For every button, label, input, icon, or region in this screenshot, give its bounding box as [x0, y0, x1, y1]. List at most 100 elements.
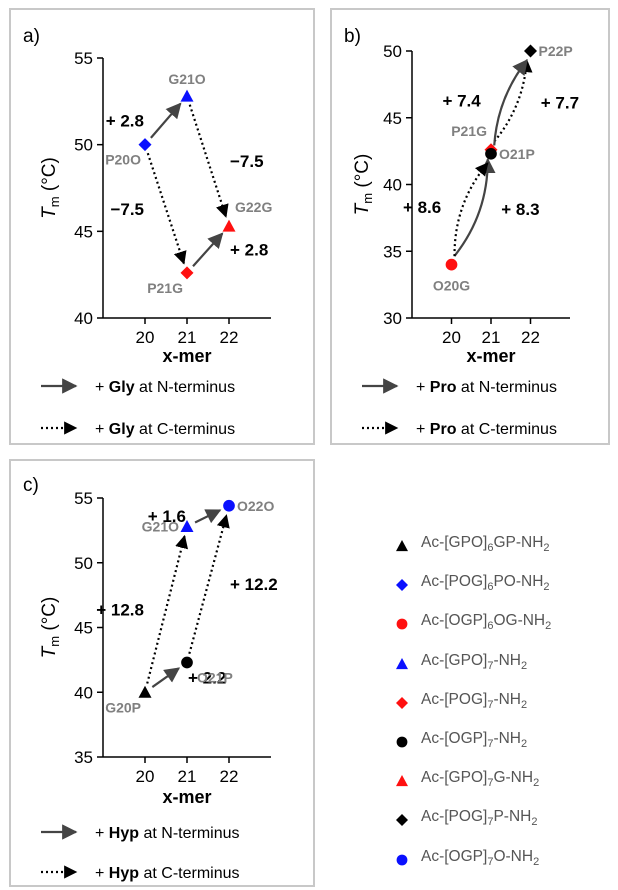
y-tick-label: 50	[74, 554, 93, 573]
chart-a: a) 40 45 50 55 20 21 22 Tm (°C) x-mer + 2.8 + 2.8 −7…	[23, 26, 272, 438]
arrow-solid	[453, 157, 496, 257]
x-tick-label: 22	[521, 328, 540, 347]
panel-a: a) 40 45 50 55 20 21 22 Tm (°C) x-mer + 2.8 + 2.8 −7…	[9, 8, 315, 445]
series-marker-icon	[396, 618, 408, 630]
y-tick-label: 35	[383, 242, 402, 261]
y-tick-label: 40	[74, 309, 93, 328]
data-point	[138, 685, 152, 698]
panel-label: c)	[23, 475, 39, 496]
series-marker	[396, 579, 408, 592]
series-label: Ac-[OGP]7-NH2	[421, 729, 528, 751]
legend-text: + Gly at C-terminus	[95, 421, 235, 438]
series-label: Ac-[OGP]6OG-NH2	[421, 612, 552, 633]
point-label: O20G	[433, 278, 470, 294]
point-label: G20P	[105, 699, 141, 715]
arrow-solid	[150, 102, 182, 139]
arrow-value-label: + 7.7	[541, 93, 579, 112]
series-marker	[396, 854, 408, 865]
legend-text: + Hyp at C-terminus	[95, 865, 240, 882]
point-label: G21O	[168, 71, 205, 87]
legend-text: + Pro at C-terminus	[416, 421, 557, 438]
arrow-value-label: + 8.6	[403, 198, 441, 217]
series-marker-icon	[396, 696, 408, 709]
arrow-value-label: + 7.4	[442, 91, 481, 110]
series-marker-icon	[396, 854, 408, 865]
panel-b: b) 30 35 40 45 50 20 21 22 Tm (°C) x-mer + 8.6 + 8.3…	[330, 8, 610, 445]
y-axis-label: Tm (°C)	[39, 157, 62, 219]
series-marker-icon	[396, 775, 408, 787]
series-legend-item: Ac-[OGP]6OG-NH2	[393, 606, 613, 645]
y-tick-label: 45	[383, 109, 402, 128]
series-label: Ac-[POG]7P-NH2	[421, 808, 538, 829]
series-marker	[396, 814, 408, 827]
x-tick-label: 22	[220, 328, 239, 347]
data-point	[138, 138, 152, 152]
point-label: O21P	[499, 146, 535, 162]
series-legend-item: Ac-[OGP]7O-NH2	[393, 842, 613, 881]
arrow-solid	[151, 667, 181, 688]
point-label: P20O	[105, 152, 141, 168]
legend-text: + Pro at N-terminus	[416, 379, 557, 396]
series-marker-icon	[396, 657, 408, 669]
data-point	[223, 499, 235, 512]
x-tick-label: 20	[136, 328, 155, 347]
arrow-dotted	[146, 152, 187, 265]
series-legend-item: Ac-[POG]7-NH2	[393, 685, 613, 724]
y-axis-label: Tm (°C)	[352, 154, 375, 216]
series-label: Ac-[GPO]7-NH2	[421, 651, 528, 672]
arrow-value-label: −7.5	[230, 152, 264, 171]
y-tick-label: 50	[383, 42, 402, 61]
arrow-value-label: + 12.2	[230, 575, 278, 594]
data-point	[445, 258, 458, 271]
arrow-dotted	[146, 534, 189, 684]
y-tick-label: 55	[74, 489, 93, 508]
x-axis-label: x-mer	[162, 787, 211, 807]
arrow-value-label: + 12.8	[96, 600, 144, 619]
y-tick-label: 40	[74, 683, 93, 702]
arrow-dotted	[188, 104, 229, 218]
y-tick-label: 45	[74, 222, 93, 241]
data-point	[181, 656, 193, 669]
arrow-value-label: + 8.3	[501, 200, 539, 219]
legend-text: + Gly at N-terminus	[95, 379, 235, 396]
point-label: P21G	[147, 280, 183, 296]
arrow-value-label: + 1.6	[148, 507, 186, 526]
x-axis-label: x-mer	[162, 346, 211, 366]
y-tick-label: 50	[74, 136, 93, 155]
arrow-value-label: + 2.8	[106, 111, 144, 130]
series-marker-icon	[396, 814, 408, 827]
y-tick-label: 30	[383, 309, 402, 328]
x-axis-label: x-mer	[466, 346, 515, 366]
series-marker-icon	[396, 540, 408, 552]
point-label: P22P	[539, 43, 573, 59]
data-point	[180, 519, 194, 533]
point-label: O22O	[237, 498, 274, 514]
series-marker	[396, 618, 408, 630]
series-legend-item: Ac-[GPO]7G-NH2	[393, 763, 613, 802]
series-marker-icon	[396, 579, 408, 592]
series-marker	[396, 736, 408, 748]
y-tick-label: 45	[74, 619, 93, 638]
point-label: G21O	[142, 518, 179, 534]
panel-label: b)	[344, 26, 361, 47]
x-tick-label: 21	[482, 328, 501, 347]
arrow-dotted	[453, 162, 489, 257]
chart-c: c) 35 40 45 50 55 20 21 22 Tm (°C) x-mer + 2.2 + 1.6…	[23, 475, 278, 882]
data-point	[180, 89, 194, 102]
data-point	[524, 44, 537, 58]
y-tick-label: 35	[74, 748, 93, 767]
x-tick-label: 21	[178, 328, 197, 347]
arrow-value-label: + 2.2	[188, 668, 226, 687]
series-marker	[396, 540, 408, 552]
panel-c: c) 35 40 45 50 55 20 21 22 Tm (°C) x-mer + 2.2 + 1.6…	[9, 459, 315, 887]
x-tick-label: 20	[442, 328, 461, 347]
series-legend-item: Ac-[POG]7P-NH2	[393, 802, 613, 841]
arrow-value-label: + 2.8	[230, 241, 268, 260]
point-label: G22G	[235, 199, 272, 215]
x-tick-label: 22	[220, 767, 239, 786]
panel-label: a)	[23, 26, 40, 47]
arrow-solid	[194, 509, 222, 524]
series-legend-item: Ac-[POG]6PO-NH2	[393, 567, 613, 606]
series-marker-icon	[396, 736, 408, 748]
series-legend: Ac-[GPO]6GP-NH2 Ac-[POG]6PO-NH2 Ac-[OGP]6O…	[393, 528, 613, 881]
